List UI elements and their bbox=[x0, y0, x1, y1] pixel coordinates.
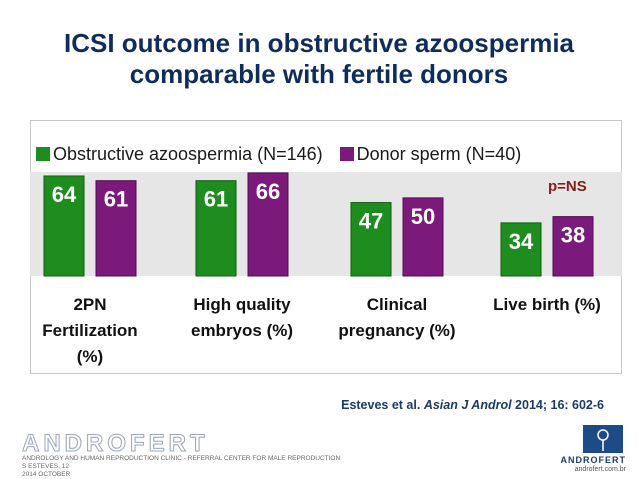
data-label-donor-0: 61 bbox=[104, 187, 128, 212]
legend-label-obstructive: Obstructive azoospermia (N=146) bbox=[53, 144, 323, 164]
bar-donor-2 bbox=[402, 197, 444, 277]
bar-obstructive-1 bbox=[195, 180, 237, 277]
data-label-obstructive-0: 64 bbox=[52, 182, 77, 207]
data-label-obstructive-2: 47 bbox=[359, 209, 383, 234]
logo-name: ANDROFERT bbox=[560, 455, 626, 465]
chart-legend: Obstructive azoospermia (N=146) Donor sp… bbox=[36, 144, 533, 165]
legend-label-donor: Donor sperm (N=40) bbox=[356, 144, 522, 164]
slide-title: ICSI outcome in obstructive azoospermia … bbox=[0, 28, 638, 90]
category-label-0: 2PN Fertilization (%) bbox=[42, 295, 138, 366]
bar-donor-0 bbox=[95, 180, 137, 277]
footer-date-line: 2014 OCTOBER bbox=[22, 471, 71, 478]
legend-swatch-donor bbox=[339, 147, 354, 161]
footer bbox=[0, 424, 638, 478]
legend-item-obstructive: Obstructive azoospermia (N=146) bbox=[36, 144, 323, 165]
footer-author-line: S ESTEVES, 12 bbox=[22, 463, 69, 470]
data-label-donor-3: 38 bbox=[561, 223, 585, 248]
bar-obstructive-2 bbox=[350, 202, 392, 277]
legend-swatch-obstructive bbox=[36, 147, 50, 161]
citation-journal: Asian J Androl bbox=[423, 398, 512, 412]
bar-obstructive-0 bbox=[43, 175, 85, 277]
bar-obstructive-3 bbox=[500, 222, 542, 277]
category-label-3: Live birth (%) bbox=[493, 295, 601, 314]
title-line-2: comparable with fertile donors bbox=[129, 59, 509, 89]
citation: Esteves et al. Asian J Androl 2014; 16: … bbox=[341, 398, 604, 412]
category-label-1: High quality embryos (%) bbox=[190, 295, 294, 340]
bar-donor-3 bbox=[552, 216, 594, 277]
category-label-2: Clinical pregnancy (%) bbox=[338, 295, 456, 340]
data-label-donor-1: 66 bbox=[256, 179, 280, 204]
logo-url: androfert.com.br bbox=[574, 466, 626, 473]
footer-brand: ANDROFERT bbox=[22, 430, 209, 458]
footer-clinic-line: ANDROLOGY AND HUMAN REPRODUCTION CLINIC … bbox=[22, 455, 341, 462]
citation-authors: Esteves et al. bbox=[341, 398, 421, 412]
title-line-1: ICSI outcome in obstructive azoospermia bbox=[64, 28, 574, 58]
legend-item-donor: Donor sperm (N=40) bbox=[339, 144, 522, 165]
androfert-logo-icon bbox=[583, 425, 623, 453]
data-label-obstructive-3: 34 bbox=[509, 229, 534, 254]
data-label-donor-2: 50 bbox=[411, 204, 435, 229]
citation-details: 2014; 16: 602-6 bbox=[515, 398, 604, 412]
data-label-obstructive-1: 61 bbox=[204, 187, 228, 212]
category-labels: 2PN Fertilization (%) High quality embryos (… bbox=[0, 292, 638, 372]
significance-label: p=NS bbox=[548, 178, 587, 195]
bar-donor-1 bbox=[247, 172, 289, 277]
